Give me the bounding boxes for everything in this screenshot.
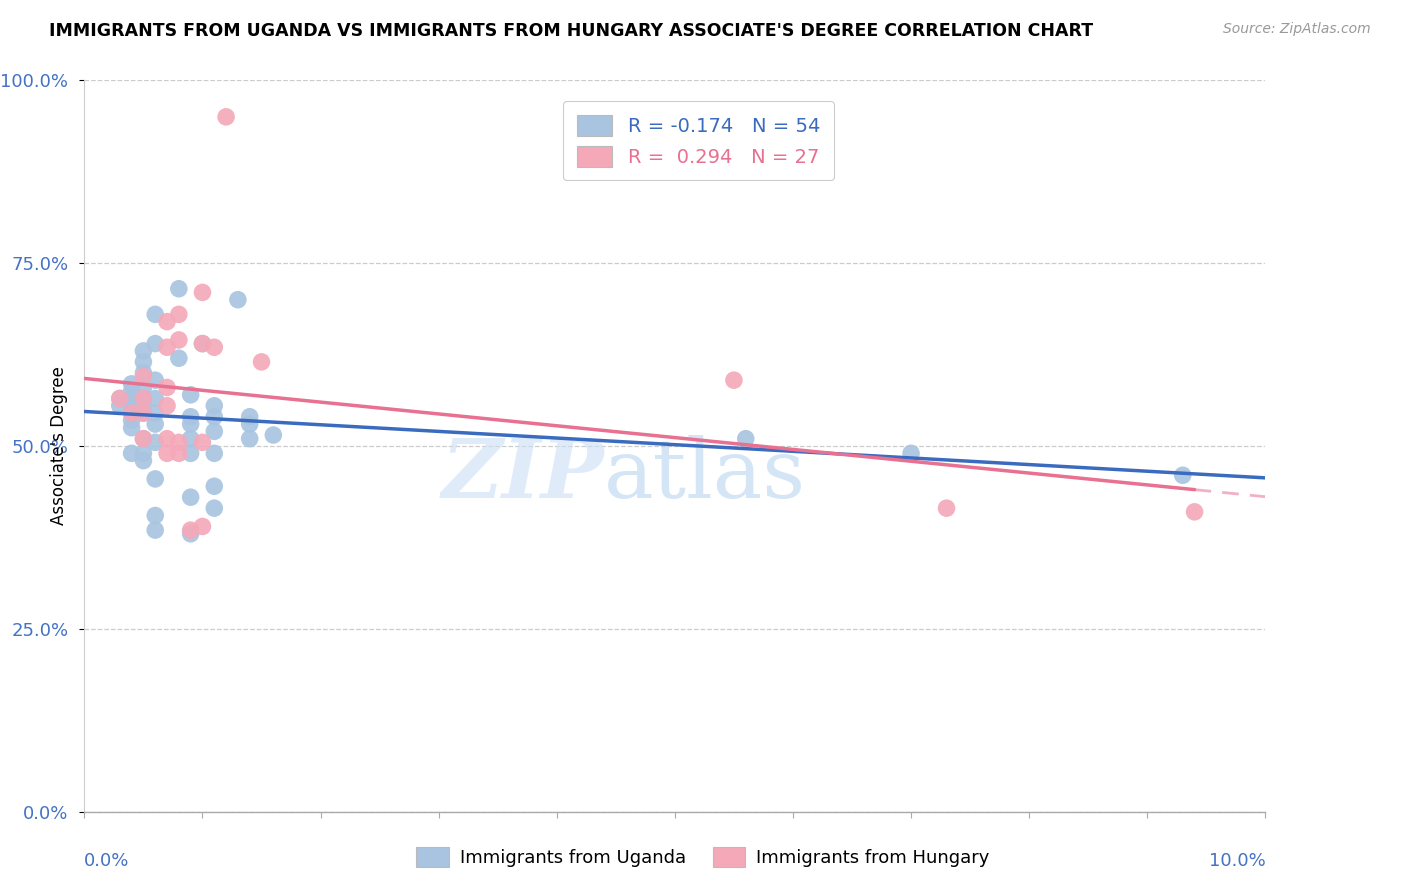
Point bbox=[121, 376, 143, 391]
Point bbox=[132, 392, 155, 406]
Point bbox=[132, 380, 155, 394]
Point bbox=[121, 392, 143, 406]
Point bbox=[132, 453, 155, 467]
Point bbox=[121, 421, 143, 435]
Point bbox=[202, 446, 225, 460]
Point bbox=[156, 446, 179, 460]
Point bbox=[132, 446, 155, 460]
Y-axis label: Associate's Degree: Associate's Degree bbox=[49, 367, 67, 525]
Point bbox=[191, 336, 214, 351]
Point bbox=[121, 384, 143, 399]
Point bbox=[121, 406, 143, 420]
Point bbox=[202, 340, 225, 354]
Point bbox=[180, 446, 202, 460]
Point bbox=[143, 406, 166, 420]
Point bbox=[121, 406, 143, 420]
Point bbox=[180, 417, 202, 431]
Point bbox=[156, 399, 179, 413]
Text: 10.0%: 10.0% bbox=[1209, 852, 1265, 870]
Point bbox=[734, 432, 756, 446]
Point bbox=[262, 428, 284, 442]
Point bbox=[108, 399, 131, 413]
Point bbox=[156, 315, 179, 329]
Point bbox=[132, 355, 155, 369]
Point bbox=[108, 392, 131, 406]
Point bbox=[723, 373, 745, 387]
Point bbox=[180, 490, 202, 504]
Point bbox=[132, 399, 155, 413]
Point bbox=[900, 446, 922, 460]
Point bbox=[143, 435, 166, 450]
Point bbox=[1184, 505, 1206, 519]
Point bbox=[132, 406, 155, 420]
Point bbox=[1171, 468, 1194, 483]
Point bbox=[143, 523, 166, 537]
Point bbox=[239, 417, 262, 431]
Point bbox=[132, 369, 155, 384]
Legend: R = -0.174   N = 54, R =  0.294   N = 27: R = -0.174 N = 54, R = 0.294 N = 27 bbox=[564, 101, 834, 180]
Text: 0.0%: 0.0% bbox=[84, 852, 129, 870]
Point bbox=[143, 336, 166, 351]
Point bbox=[108, 392, 131, 406]
Point bbox=[239, 432, 262, 446]
Point bbox=[167, 333, 190, 347]
Point bbox=[226, 293, 249, 307]
Point bbox=[132, 392, 155, 406]
Point bbox=[143, 392, 166, 406]
Point bbox=[167, 282, 190, 296]
Point bbox=[156, 432, 179, 446]
Text: Source: ZipAtlas.com: Source: ZipAtlas.com bbox=[1223, 22, 1371, 37]
Point bbox=[180, 388, 202, 402]
Point bbox=[167, 351, 190, 366]
Point bbox=[180, 526, 202, 541]
Point bbox=[156, 380, 179, 394]
Point bbox=[143, 373, 166, 387]
Text: ZIP: ZIP bbox=[441, 435, 605, 516]
Point bbox=[935, 501, 957, 516]
Point bbox=[202, 501, 225, 516]
Point bbox=[132, 432, 155, 446]
Point bbox=[202, 479, 225, 493]
Point bbox=[215, 110, 238, 124]
Point bbox=[132, 406, 155, 420]
Point bbox=[191, 285, 214, 300]
Point bbox=[191, 435, 214, 450]
Point bbox=[180, 432, 202, 446]
Point bbox=[202, 409, 225, 424]
Point bbox=[143, 307, 166, 321]
Text: atlas: atlas bbox=[605, 435, 806, 516]
Point bbox=[132, 432, 155, 446]
Point bbox=[167, 307, 190, 321]
Point bbox=[167, 446, 190, 460]
Point bbox=[121, 399, 143, 413]
Legend: Immigrants from Uganda, Immigrants from Hungary: Immigrants from Uganda, Immigrants from … bbox=[409, 839, 997, 874]
Point bbox=[180, 523, 202, 537]
Point bbox=[121, 446, 143, 460]
Point bbox=[191, 336, 214, 351]
Text: IMMIGRANTS FROM UGANDA VS IMMIGRANTS FROM HUNGARY ASSOCIATE'S DEGREE CORRELATION: IMMIGRANTS FROM UGANDA VS IMMIGRANTS FRO… bbox=[49, 22, 1094, 40]
Point bbox=[143, 472, 166, 486]
Point bbox=[202, 425, 225, 439]
Point bbox=[143, 508, 166, 523]
Point bbox=[156, 340, 179, 354]
Point bbox=[132, 343, 155, 358]
Point bbox=[121, 413, 143, 427]
Point bbox=[250, 355, 273, 369]
Point bbox=[132, 366, 155, 380]
Point bbox=[202, 399, 225, 413]
Point bbox=[167, 435, 190, 450]
Point bbox=[191, 519, 214, 533]
Point bbox=[239, 409, 262, 424]
Point bbox=[143, 417, 166, 431]
Point bbox=[180, 409, 202, 424]
